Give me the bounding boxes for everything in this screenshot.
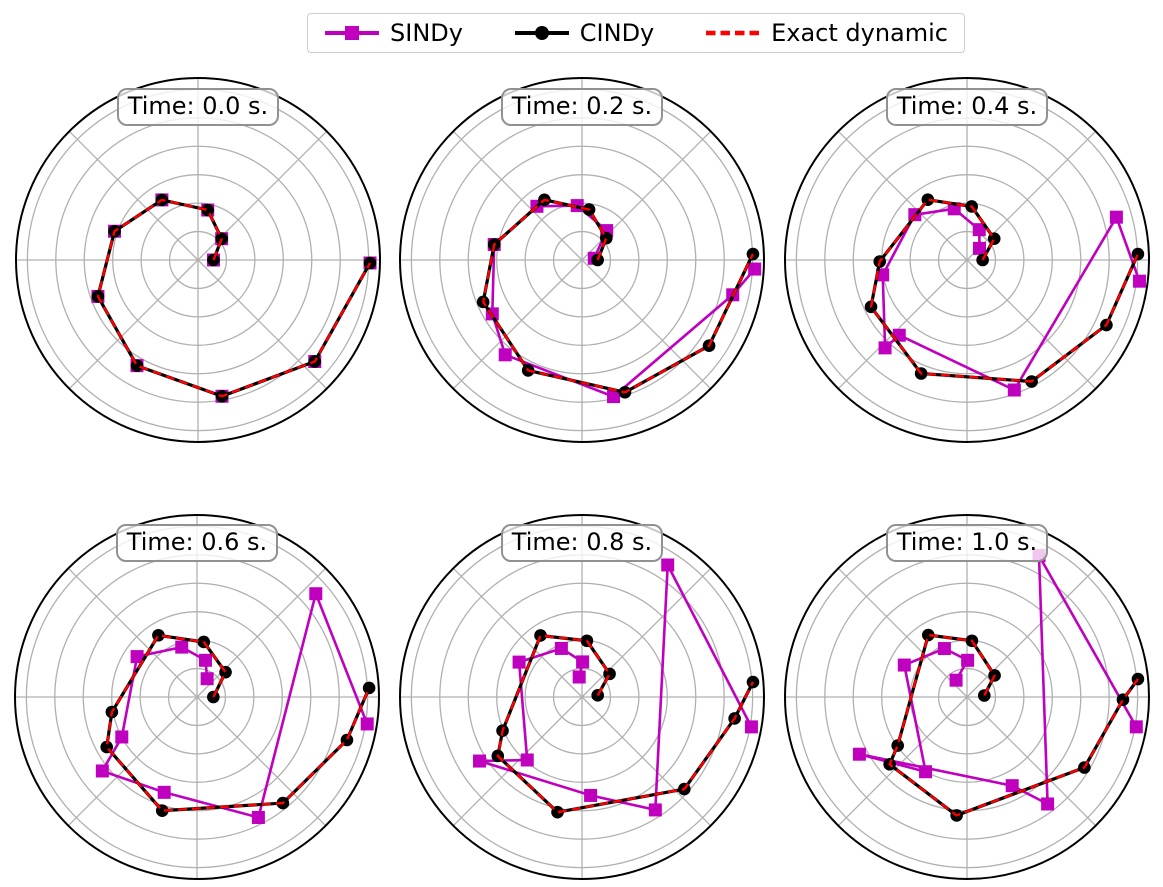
time-badge-1.0s: Time: 1.0 s.: [886, 524, 1048, 562]
legend-label-exact: Exact dynamic: [771, 19, 948, 47]
polar-plot-time-1.0s: [784, 514, 1150, 880]
time-badge-0.6s: Time: 0.6 s.: [116, 524, 278, 562]
polar-plot-time-0.6s: [14, 514, 380, 880]
polar-plot-time-0.2s: [399, 77, 765, 443]
legend-item-sindy: SINDy: [324, 19, 463, 47]
sindy-square-marker-icon: [325, 26, 379, 40]
legend-label-cindy: CINDy: [579, 19, 655, 47]
exact-dashed-line-icon: [706, 30, 761, 36]
time-badge-0.8s: Time: 0.8 s.: [501, 524, 663, 562]
cindy-circle-marker-icon: [514, 26, 569, 40]
polar-plot-time-0.8s: [399, 514, 765, 880]
time-badge-0.4s: Time: 0.4 s.: [886, 88, 1048, 126]
legend-label-sindy: SINDy: [390, 19, 463, 47]
time-badge-0.2s: Time: 0.2 s.: [501, 88, 663, 126]
legend-item-exact: Exact dynamic: [705, 19, 948, 47]
time-badge-0.0s: Time: 0.0 s.: [117, 88, 279, 126]
legend: SINDy CINDy Exact dynamic: [307, 13, 965, 53]
legend-item-cindy: CINDy: [514, 19, 654, 47]
